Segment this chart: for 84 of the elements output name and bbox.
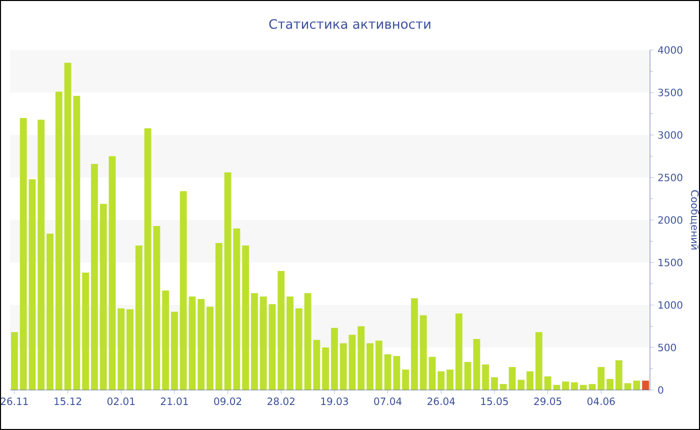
bar bbox=[375, 340, 382, 390]
bar bbox=[455, 313, 462, 390]
y-axis-title: Сообщений bbox=[690, 190, 700, 250]
x-tick-label: 21.01 bbox=[160, 398, 188, 406]
bar bbox=[393, 356, 400, 390]
chart-title: Статистика активности bbox=[269, 19, 430, 29]
x-tick-label: 26.04 bbox=[428, 398, 455, 406]
x-tick-label: 09.02 bbox=[214, 398, 242, 406]
bar bbox=[482, 364, 490, 390]
bar bbox=[410, 298, 418, 390]
bar bbox=[438, 371, 445, 390]
bar bbox=[642, 380, 650, 390]
bar bbox=[100, 204, 107, 390]
bar bbox=[108, 156, 116, 390]
bar bbox=[508, 367, 516, 390]
bar bbox=[402, 370, 410, 390]
x-tick-label: 04.06 bbox=[587, 398, 615, 406]
bar bbox=[206, 306, 214, 390]
bar bbox=[500, 384, 507, 390]
bar bbox=[268, 304, 276, 390]
bar bbox=[340, 343, 347, 390]
bar bbox=[180, 191, 187, 390]
bar bbox=[348, 334, 356, 390]
bar bbox=[358, 326, 365, 390]
bar bbox=[215, 242, 222, 390]
bar bbox=[570, 382, 578, 390]
bar bbox=[526, 371, 534, 390]
bar bbox=[170, 312, 178, 390]
bar bbox=[250, 293, 258, 390]
y-tick-label: 2000 bbox=[658, 216, 682, 224]
bar bbox=[606, 378, 614, 390]
bar bbox=[464, 362, 472, 390]
bar bbox=[420, 315, 427, 390]
bar bbox=[490, 377, 498, 390]
bar bbox=[384, 354, 392, 390]
bar bbox=[366, 343, 374, 390]
y-tick-label: 1000 bbox=[658, 301, 682, 309]
bar bbox=[473, 338, 480, 390]
bar bbox=[10, 332, 18, 390]
bar bbox=[304, 293, 312, 390]
bar bbox=[633, 380, 640, 390]
x-tick-label: 19.03 bbox=[321, 398, 348, 406]
bar bbox=[118, 308, 125, 390]
bar bbox=[615, 360, 622, 390]
bar bbox=[330, 328, 338, 390]
bar bbox=[46, 234, 54, 390]
bar bbox=[126, 309, 134, 390]
x-tick-label: 07.04 bbox=[374, 398, 402, 406]
x-tick-label: 29.05 bbox=[534, 398, 562, 406]
bar bbox=[90, 164, 98, 390]
x-tick-label: 15.12 bbox=[54, 398, 82, 406]
bar bbox=[162, 290, 170, 390]
bar bbox=[55, 92, 62, 390]
y-tick-label: 4000 bbox=[658, 46, 682, 54]
bar bbox=[28, 179, 36, 390]
y-tick-label: 500 bbox=[658, 344, 676, 352]
bar bbox=[188, 296, 196, 390]
bar bbox=[278, 270, 285, 390]
bar bbox=[313, 340, 320, 390]
bar bbox=[544, 376, 552, 390]
y-tick-label: 3000 bbox=[658, 131, 682, 139]
bar bbox=[518, 380, 525, 390]
bar bbox=[82, 272, 90, 390]
bar bbox=[446, 370, 454, 390]
y-tick-label: 2500 bbox=[658, 174, 682, 182]
bar bbox=[322, 347, 330, 390]
x-tick-label: 02.01 bbox=[107, 398, 135, 406]
bar bbox=[242, 245, 250, 390]
bar bbox=[260, 296, 267, 390]
y-tick-label: 1500 bbox=[658, 258, 682, 266]
bar bbox=[562, 381, 570, 390]
x-tick-label: 15.05 bbox=[481, 398, 508, 406]
bar bbox=[598, 367, 605, 390]
bar bbox=[20, 118, 27, 390]
x-tick-label: 28.02 bbox=[268, 398, 294, 406]
bar bbox=[295, 308, 302, 390]
bar bbox=[38, 120, 45, 390]
y-tick-label: 0 bbox=[658, 386, 664, 394]
bar bbox=[535, 332, 542, 390]
bar bbox=[135, 245, 142, 390]
bar bbox=[198, 299, 205, 390]
y-tick-label: 3500 bbox=[658, 88, 682, 96]
bar bbox=[286, 296, 294, 390]
bar bbox=[428, 356, 436, 390]
